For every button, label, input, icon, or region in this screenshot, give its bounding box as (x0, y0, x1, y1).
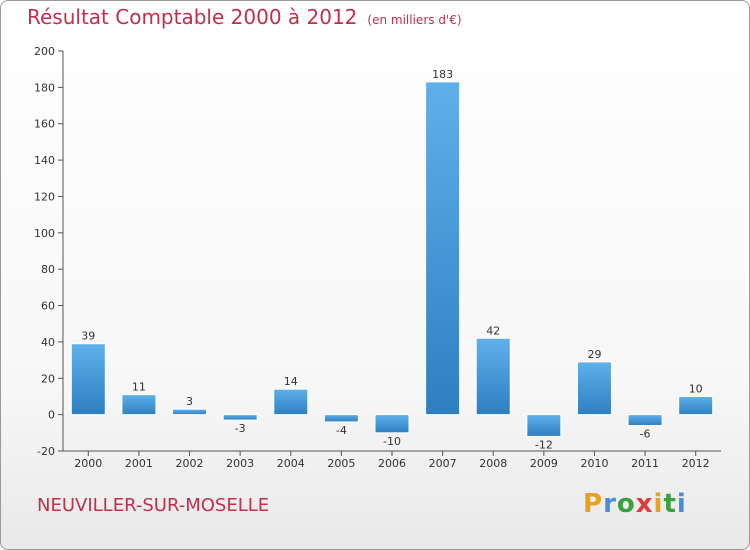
y-tick-label: 200 (34, 45, 55, 58)
x-tick-label-2002: 2002 (176, 457, 204, 470)
x-tick-label-2004: 2004 (277, 457, 305, 470)
y-tick-label: 80 (41, 263, 55, 276)
x-tick-label-2012: 2012 (682, 457, 710, 470)
bar-2003 (222, 414, 258, 421)
data-label-2002: 3 (186, 395, 193, 408)
data-label-2000: 39 (81, 330, 95, 343)
y-tick-label: 180 (34, 81, 55, 94)
logo-letter: r (603, 489, 617, 519)
y-tick-label: 60 (41, 300, 55, 313)
logo-letter: x (635, 489, 654, 519)
data-label-2007: 183 (432, 68, 453, 81)
logo-letter: t (663, 489, 677, 519)
data-label-2010: 29 (587, 348, 601, 361)
logo-letter: i (676, 489, 687, 519)
x-tick-label-2005: 2005 (327, 457, 355, 470)
chart-subtitle: (en milliers d'€) (367, 13, 462, 27)
y-tick-label: -20 (37, 445, 55, 458)
bar-2006 (374, 414, 410, 434)
data-label-2009: -12 (535, 438, 553, 451)
data-label-2012: 10 (689, 382, 703, 395)
x-tick-label-2009: 2009 (530, 457, 558, 470)
data-label-2008: 42 (486, 324, 500, 337)
bar-2002 (172, 408, 208, 416)
x-tick-label-2001: 2001 (125, 457, 153, 470)
data-label-2011: -6 (640, 428, 651, 441)
commune-name: NEUVILLER-SUR-MOSELLE (37, 495, 270, 516)
bar-2008 (475, 337, 511, 416)
chart-title: Résultat Comptable 2000 à 2012 (en millie… (27, 5, 462, 29)
data-label-2006: -10 (383, 435, 401, 448)
x-tick-label-2011: 2011 (631, 457, 659, 470)
bar-2004 (273, 388, 309, 416)
x-tick-label-2008: 2008 (479, 457, 507, 470)
bar-2011 (627, 414, 663, 427)
bar-2012 (678, 395, 714, 416)
data-label-2001: 11 (132, 381, 146, 394)
logo-letter: P (583, 489, 604, 519)
bar-2010 (576, 361, 612, 416)
proxiti-logo: Proxiti (583, 489, 687, 519)
logo-letter: o (616, 489, 636, 519)
data-label-2003: -3 (235, 422, 246, 435)
y-tick-label: 160 (34, 118, 55, 131)
y-tick-label: 20 (41, 372, 55, 385)
x-tick-label-2007: 2007 (429, 457, 457, 470)
x-tick-label-2006: 2006 (378, 457, 406, 470)
bar-2000 (70, 343, 106, 416)
x-tick-label-2010: 2010 (580, 457, 608, 470)
y-tick-label: 100 (34, 227, 55, 240)
y-tick-label: 0 (48, 409, 55, 422)
bar-2001 (121, 394, 157, 416)
y-tick-label: 120 (34, 190, 55, 203)
y-tick-label: 140 (34, 154, 55, 167)
bar-2007 (425, 81, 461, 416)
chart-title-text: Résultat Comptable 2000 à 2012 (27, 5, 358, 29)
bar-2009 (526, 414, 562, 437)
x-tick-label-2003: 2003 (226, 457, 254, 470)
y-tick-label: 40 (41, 336, 55, 349)
x-tick-label-2000: 2000 (74, 457, 102, 470)
bar-2005 (323, 414, 359, 423)
data-label-2005: -4 (336, 424, 347, 437)
data-label-2004: 14 (284, 375, 298, 388)
logo-letter: i (653, 489, 664, 519)
